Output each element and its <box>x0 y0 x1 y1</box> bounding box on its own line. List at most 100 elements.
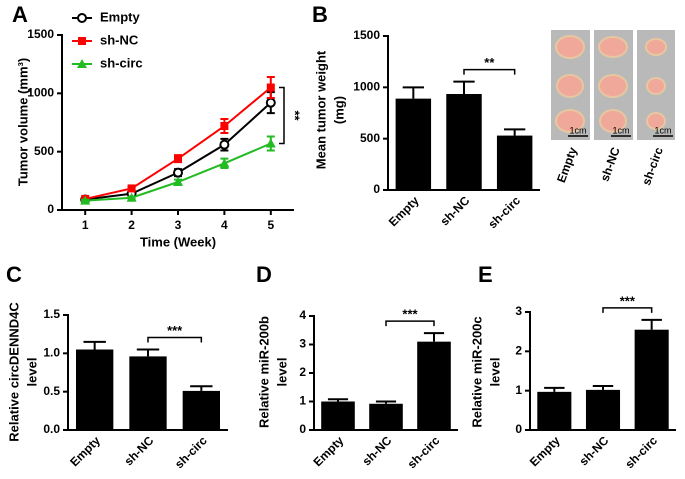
tumor <box>645 38 667 56</box>
y-axis-label: Relative circDENND4C <box>6 302 21 442</box>
y-tick-label: 0 <box>515 422 522 436</box>
panel-letter: E <box>478 262 493 287</box>
bar <box>446 94 482 190</box>
error-bar <box>83 340 106 350</box>
bar <box>417 341 451 430</box>
bar <box>321 401 355 430</box>
x-axis-label: Time (Week) <box>140 234 216 249</box>
tumor <box>646 77 666 95</box>
marker <box>174 154 182 163</box>
photo-label: sh-circ <box>639 145 666 187</box>
x-tick-label: 5 <box>267 218 274 232</box>
x-tick-label: Empty <box>386 193 422 229</box>
x-tick-label: Empty <box>311 433 347 469</box>
significance-bracket <box>279 86 285 145</box>
scale-label: 1cm <box>654 125 671 135</box>
significance-label: *** <box>620 293 636 308</box>
y-tick-label: 1.0 <box>43 346 60 360</box>
x-tick-label: sh-circ <box>485 193 523 231</box>
marker <box>127 184 136 193</box>
significance-label: ** <box>288 110 303 121</box>
tumor <box>555 109 585 133</box>
bar <box>182 390 220 430</box>
legend-label: Empty <box>100 9 141 24</box>
y-tick-label: 2 <box>515 344 522 358</box>
legend-marker <box>78 37 86 45</box>
y-tick-label: 4 <box>299 308 306 322</box>
bar <box>496 135 533 190</box>
legend-label: sh-circ <box>100 55 143 70</box>
error-bar <box>592 384 614 390</box>
tumors <box>555 35 667 133</box>
marker <box>266 83 275 92</box>
y-tick-label: 1500 <box>27 27 54 41</box>
bar <box>76 349 114 430</box>
y-tick-label: 500 <box>34 144 54 158</box>
y-tick-label: 0 <box>299 422 306 436</box>
y-tick-label: 3 <box>299 337 306 351</box>
marker <box>265 138 276 148</box>
error-bar <box>423 332 445 342</box>
x-tick-label: 2 <box>128 218 135 232</box>
x-tick-label: 4 <box>221 218 228 232</box>
y-tick-label: 1 <box>515 383 522 397</box>
x-tick-label: sh-circ <box>622 433 660 471</box>
y-tick-label: 2 <box>299 365 306 379</box>
tumor <box>599 109 627 133</box>
y-axis-label: Relative miR-200b <box>256 316 271 428</box>
legend-label: sh-NC <box>100 32 139 47</box>
error-bar <box>136 348 160 357</box>
marker <box>173 177 183 186</box>
x-tick-label: Empty <box>527 433 563 469</box>
scale-label: 1cm <box>569 125 586 135</box>
significance-bracket <box>385 320 435 327</box>
y-tick-label: 0.5 <box>43 384 60 398</box>
marker <box>80 195 91 205</box>
error-bar <box>453 80 475 95</box>
legend-marker <box>77 59 87 68</box>
y-tick-label: 1000 <box>353 80 380 94</box>
panel-letter: A <box>12 2 28 27</box>
significance-bracket <box>602 307 653 313</box>
tumor <box>556 74 584 98</box>
bar <box>537 391 572 430</box>
panel-letter: B <box>312 2 328 27</box>
y-tick-label: 0.0 <box>43 422 60 436</box>
error-bar <box>402 86 424 99</box>
scale-label: 1cm <box>612 125 629 135</box>
bar <box>369 403 403 430</box>
y-tick-label: 500 <box>360 131 380 145</box>
x-tick-label: Empty <box>67 433 103 469</box>
marker <box>219 158 230 168</box>
y-axis-label: level <box>274 358 289 387</box>
bar <box>634 329 669 430</box>
marker <box>126 192 137 202</box>
error-bar <box>327 398 349 402</box>
error-bar <box>641 318 662 330</box>
x-tick-label: sh-NC <box>359 433 394 468</box>
significance-label: ** <box>484 55 495 70</box>
legend-marker <box>77 13 87 23</box>
marker <box>173 167 183 178</box>
y-axis-label: Tumor volume (mm³) <box>15 58 30 186</box>
y-axis-label: level <box>24 358 39 387</box>
y-tick-label: 1000 <box>27 86 54 100</box>
tumor-photos: 1cm 1cm 1cm Empty sh-NC sh-circ <box>551 30 675 187</box>
error-bar <box>504 128 526 136</box>
y-axis-label: level <box>487 358 502 387</box>
error-bar <box>375 400 397 404</box>
error-bar <box>544 386 565 392</box>
error-bar <box>190 385 213 391</box>
marker <box>265 97 276 108</box>
tumor <box>555 35 585 59</box>
x-tick-label: sh-circ <box>172 433 210 471</box>
x-tick-label: sh-NC <box>576 433 611 468</box>
x-tick-label: 3 <box>175 218 182 232</box>
bar <box>395 98 432 190</box>
significance-bracket <box>147 336 203 343</box>
x-tick-label: sh-NC <box>121 433 156 468</box>
tumor <box>598 36 628 58</box>
significance-bracket <box>463 68 516 75</box>
y-axis-label: Relative miR-200c <box>469 316 484 427</box>
